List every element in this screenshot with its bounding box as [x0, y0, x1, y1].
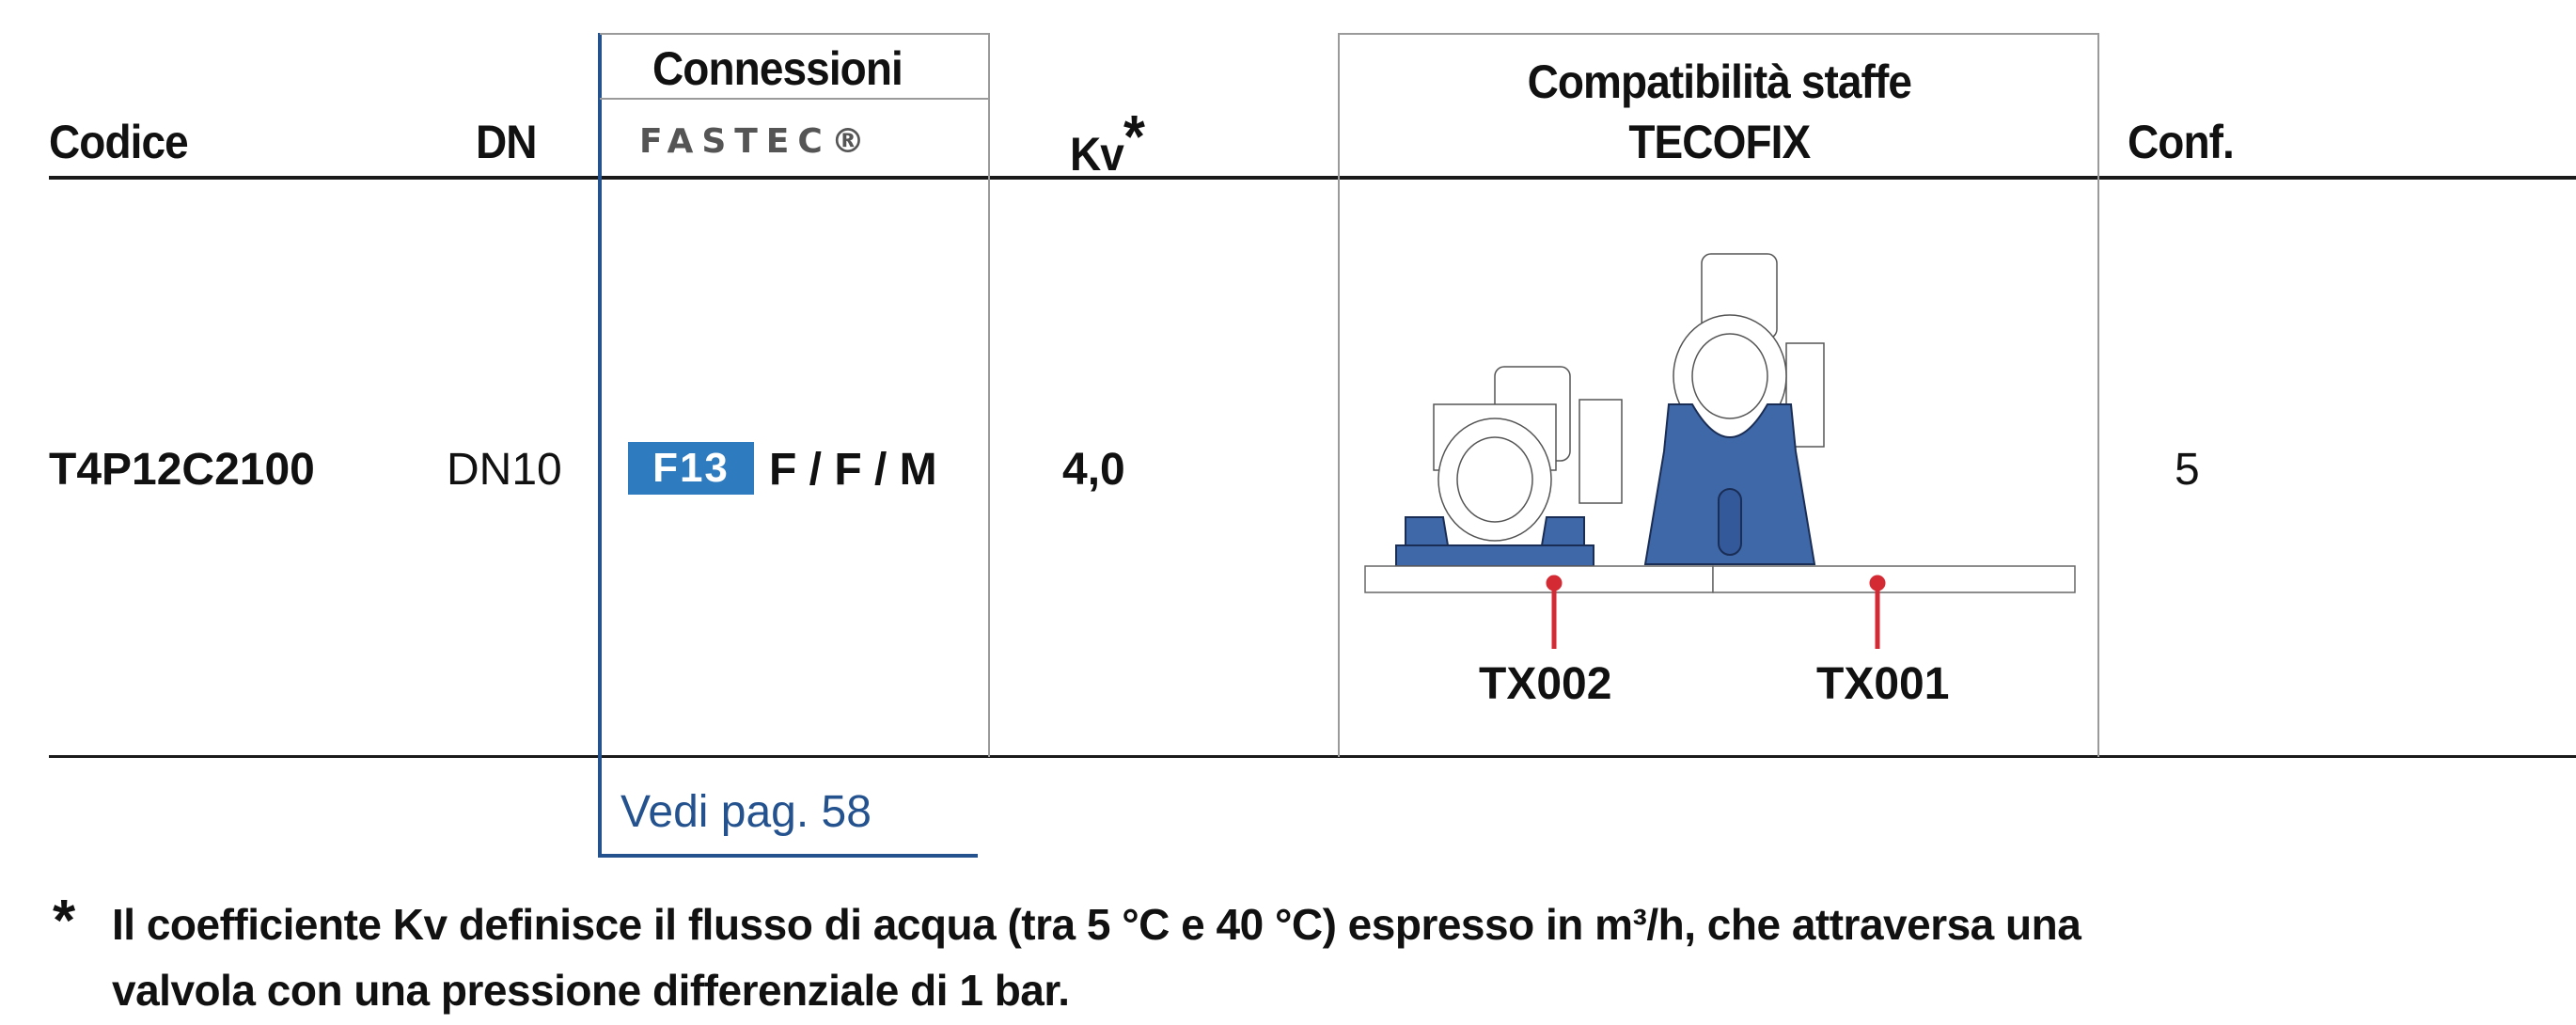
rail: [1364, 565, 2076, 593]
footnote-asterisk-icon: *: [53, 889, 76, 954]
bracket-tx001: [1643, 403, 1816, 565]
header-connessioni: Connessioni: [652, 42, 903, 95]
header-dn: DN: [476, 116, 538, 168]
connessioni-box-right: [988, 33, 990, 757]
header-compat: Compatibilità staffe TECOFIX: [1339, 52, 2100, 172]
tecofix-brackets-illustration: [1364, 253, 2076, 649]
valve-tx001: [1673, 253, 1825, 448]
footnote-line2: valvola con una pressione differenziale …: [112, 966, 1070, 1015]
marker-tx002: [1546, 575, 1563, 649]
header-compat-line2: TECOFIX: [1628, 116, 1811, 168]
header-kv-label: Kv: [1070, 128, 1124, 181]
footnote-line1: Il coefficiente Kv definisce il flusso d…: [112, 900, 2081, 949]
header-kv: Kv*: [1070, 102, 1145, 184]
asterisk-icon: *: [1123, 102, 1145, 170]
connessioni-box-mid: [600, 98, 989, 100]
connessioni-left-rule: [598, 33, 602, 858]
footnote-text: Il coefficiente Kv definisce il flusso d…: [112, 891, 2081, 1023]
compat-box-left: [1338, 33, 1340, 757]
cell-connessioni: F / F / M: [769, 445, 937, 495]
valve-tx002: [1433, 366, 1623, 542]
bracket-tx002: [1395, 516, 1594, 567]
cell-codice: T4P12C2100: [49, 445, 315, 495]
row-rule: [49, 755, 2576, 758]
bracket-label-tx001: TX001: [1816, 659, 1950, 709]
compat-box-top: [1339, 33, 2098, 35]
header-compat-line1: Compatibilità staffe: [1527, 55, 1912, 108]
reference-link[interactable]: Vedi pag. 58: [620, 787, 872, 837]
reference-underline: [598, 854, 978, 858]
connection-badge-f13: F13: [628, 442, 754, 495]
fastec-logo: FASTEC®: [639, 122, 873, 161]
header-codice: Codice: [49, 116, 189, 168]
bracket-label-tx002: TX002: [1479, 659, 1612, 709]
header-conf: Conf.: [2128, 116, 2235, 168]
compat-box-right: [2097, 33, 2099, 757]
cell-dn: DN10: [447, 445, 562, 495]
connessioni-box-top: [600, 33, 989, 35]
cell-kv: 4,0: [1062, 445, 1125, 495]
cell-conf: 5: [2175, 445, 2200, 495]
header-rule: [49, 176, 2576, 180]
marker-tx001: [1869, 575, 1886, 649]
